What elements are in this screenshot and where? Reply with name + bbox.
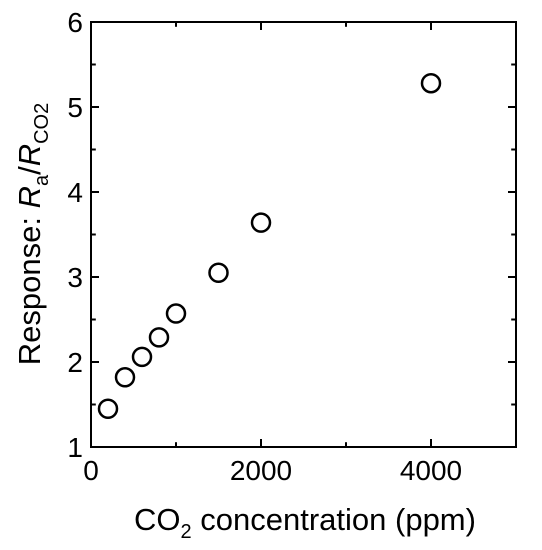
x-axis-title-suffix: concentration (ppm) [192, 502, 476, 537]
data-point [148, 327, 170, 348]
data-point [250, 212, 272, 233]
y-axis-title-var1: R [12, 186, 47, 208]
data-point [420, 72, 442, 94]
y-axis-title-prefix: Response: [12, 208, 47, 365]
y-axis-title: Response: Ra/RCO2 [12, 103, 53, 365]
y-tick-label: 5 [67, 92, 83, 123]
x-tick-label: 0 [83, 455, 99, 486]
x-axis-tick-labels: 0 2000 4000 [83, 455, 462, 486]
y-axis-title-sub2: CO2 [31, 103, 53, 144]
data-point [165, 303, 187, 324]
data-point [208, 262, 229, 283]
y-axis-title-var2: R [12, 144, 47, 166]
y-axis-title-sub1: a [31, 174, 53, 186]
y-tick-label: 3 [67, 262, 83, 293]
x-tick-label: 2000 [230, 455, 292, 486]
y-tick-label: 4 [67, 177, 83, 208]
y-axis-ticks [91, 21, 516, 448]
data-point [97, 398, 119, 419]
data-point [131, 346, 153, 368]
plot-frame [90, 21, 517, 448]
x-axis-title-subscript: 2 [181, 521, 192, 543]
data-points [97, 72, 442, 419]
x-axis-title-prefix: CO [134, 502, 181, 537]
y-axis-title-slash: / [12, 166, 47, 175]
y-tick-label: 1 [67, 432, 83, 463]
data-point [114, 367, 136, 388]
y-tick-label: 6 [67, 7, 83, 38]
x-axis-title: CO2 concentration (ppm) [134, 502, 476, 543]
x-tick-label: 4000 [400, 455, 462, 486]
y-axis-tick-labels: 1 2 3 4 5 6 [67, 7, 83, 463]
x-axis-ticks [90, 22, 517, 447]
y-tick-label: 2 [67, 347, 83, 378]
